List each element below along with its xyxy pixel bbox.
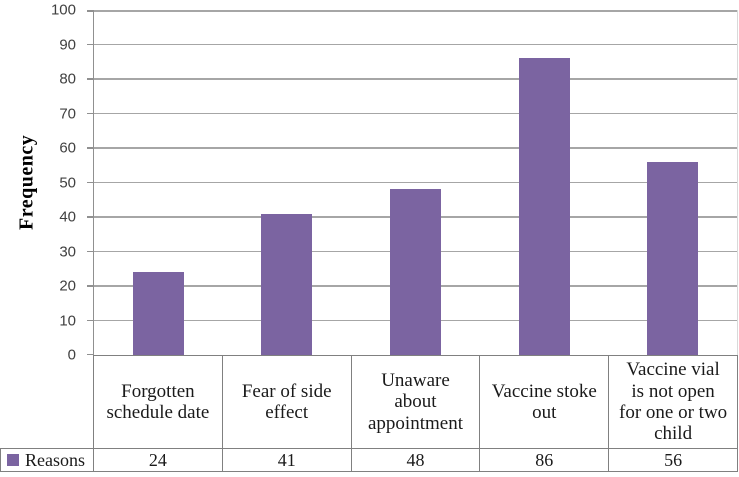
value-cell: 56 [664,450,683,470]
category-label-cell: Vaccine stoke out [480,356,610,448]
bar [390,189,441,355]
data-table-row: Reasons 24 41 48 86 56 [0,448,738,472]
y-tick-mark [87,319,93,322]
bar [132,272,184,355]
plot-area [87,10,738,355]
y-tick-label: 20 [59,277,76,295]
y-tick-label: 10 [59,312,76,329]
bar [261,213,313,355]
y-tick-mark [87,285,93,287]
category-label-cell: Forgotten schedule date [94,356,223,448]
value-cell: 48 [352,449,481,471]
gridline [94,78,737,80]
y-tick-label: 30 [59,243,76,260]
y-tick-label: 40 [59,208,76,226]
bar [647,161,699,355]
legend-label: Reasons [25,450,85,470]
y-tick-mark [87,353,93,355]
value-cell: 41 [223,449,352,471]
y-tick-mark [87,147,93,149]
y-tick-label: 50 [59,174,76,191]
gridline [94,181,737,184]
legend-swatch-icon [7,454,19,466]
gridline [94,43,737,46]
gridline [94,10,737,12]
y-tick-label: 100 [50,1,76,19]
value-cell: 24 [94,449,223,471]
gridline [94,147,737,149]
y-tick-mark [87,43,93,46]
y-axis: 0 10 20 30 40 50 60 70 80 90 100 [0,2,76,364]
y-tick-label: 60 [59,139,76,157]
y-tick-label: 80 [59,70,76,88]
y-tick-mark [87,10,93,12]
category-label-cell: Vaccine vial is not open for one or two … [619,359,728,445]
category-row: Forgotten schedule date Fear of side effe… [93,355,738,448]
legend-cell: Reasons [1,449,94,471]
y-tick-mark [87,112,93,115]
y-tick-label: 70 [59,105,76,122]
category-label-cell: Fear of side effect [223,356,352,448]
y-tick-mark [87,216,93,218]
category-label-cell: Unaware about appointment [352,356,481,448]
y-tick-mark [87,250,93,253]
y-tick-label: 0 [67,346,76,364]
bar [518,58,570,355]
y-tick-mark [87,78,93,80]
gridline [94,112,737,115]
value-cell: 86 [480,449,610,471]
y-tick-label: 90 [59,36,76,53]
y-tick-mark [87,181,93,184]
